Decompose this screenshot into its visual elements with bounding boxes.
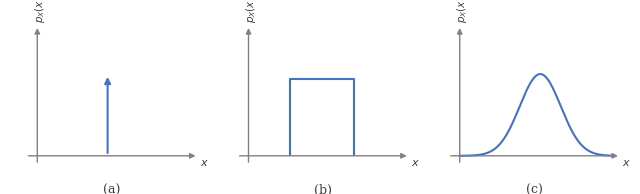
Text: $p_X(x)$: $p_X(x)$ xyxy=(455,0,469,23)
Text: (c): (c) xyxy=(526,184,543,194)
Text: (b): (b) xyxy=(314,184,332,194)
Text: $x$: $x$ xyxy=(411,158,420,168)
Text: $p_X(x)$: $p_X(x)$ xyxy=(244,0,258,23)
Text: $p_X(x)$: $p_X(x)$ xyxy=(33,0,47,23)
Text: (a): (a) xyxy=(103,184,121,194)
Text: $x$: $x$ xyxy=(622,158,631,168)
Text: $x$: $x$ xyxy=(200,158,209,168)
